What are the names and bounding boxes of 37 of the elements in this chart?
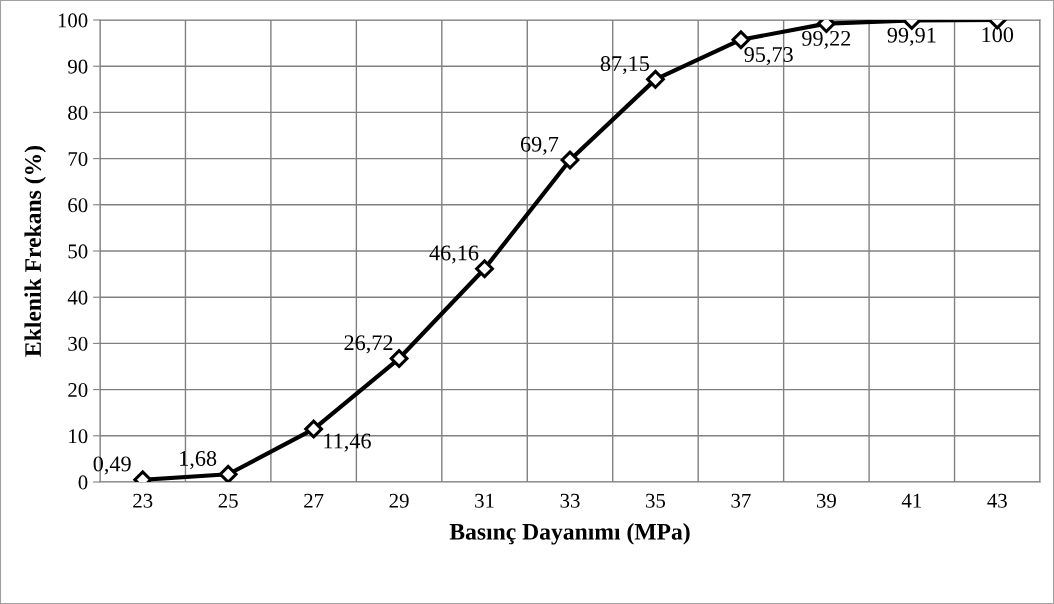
point <box>304 419 324 439</box>
data-label: 1,68 <box>180 450 217 470</box>
data-label: 11,46 <box>324 433 371 452</box>
data-label: 100 <box>982 27 1014 43</box>
x-tick-label: 35 <box>646 493 666 508</box>
x-tick-label: 25 <box>218 493 238 508</box>
y-tick-label: 60 <box>68 198 88 213</box>
point <box>218 464 238 482</box>
y-tick-label: 80 <box>68 105 88 120</box>
y-tick-label: 90 <box>68 59 88 74</box>
data-label: 46,16 <box>429 245 479 264</box>
x-tick-label: 37 <box>731 493 751 508</box>
x-tick-label: 33 <box>560 493 580 508</box>
y-tick-label: 0 <box>78 475 88 490</box>
data-label: 95,73 <box>744 47 793 66</box>
y-tick-label: 20 <box>68 382 88 398</box>
x-axis-title: Basınç Dayanımı (MPa) <box>449 523 690 545</box>
x-tick-label: 39 <box>816 493 836 508</box>
x-tick-label: 27 <box>304 493 324 508</box>
x-tick-label: 41 <box>901 493 921 508</box>
data-label: 99,91 <box>887 27 936 46</box>
y-tick-label: 50 <box>68 244 88 259</box>
y-axis-title: Eklenik Frekans (%) <box>24 145 46 357</box>
y-tick-label: 100 <box>58 13 88 28</box>
y-tick-label: 70 <box>68 151 88 167</box>
x-tick-label: 43 <box>987 493 1007 508</box>
y-tick-label: 10 <box>69 429 88 444</box>
x-tick-label: 23 <box>133 493 153 508</box>
x-tick-label: 29 <box>389 493 409 508</box>
y-tick-label: 30 <box>68 336 88 351</box>
data-label: 87,15 <box>600 56 650 75</box>
data-label: 69,7 <box>520 136 559 155</box>
x-tick-label: 31 <box>475 493 494 508</box>
data-label: 0,49 <box>93 456 131 475</box>
y-tick-label: 40 <box>67 290 88 305</box>
data-label: 26,72 <box>344 335 393 354</box>
data-label: 99,22 <box>802 30 851 50</box>
